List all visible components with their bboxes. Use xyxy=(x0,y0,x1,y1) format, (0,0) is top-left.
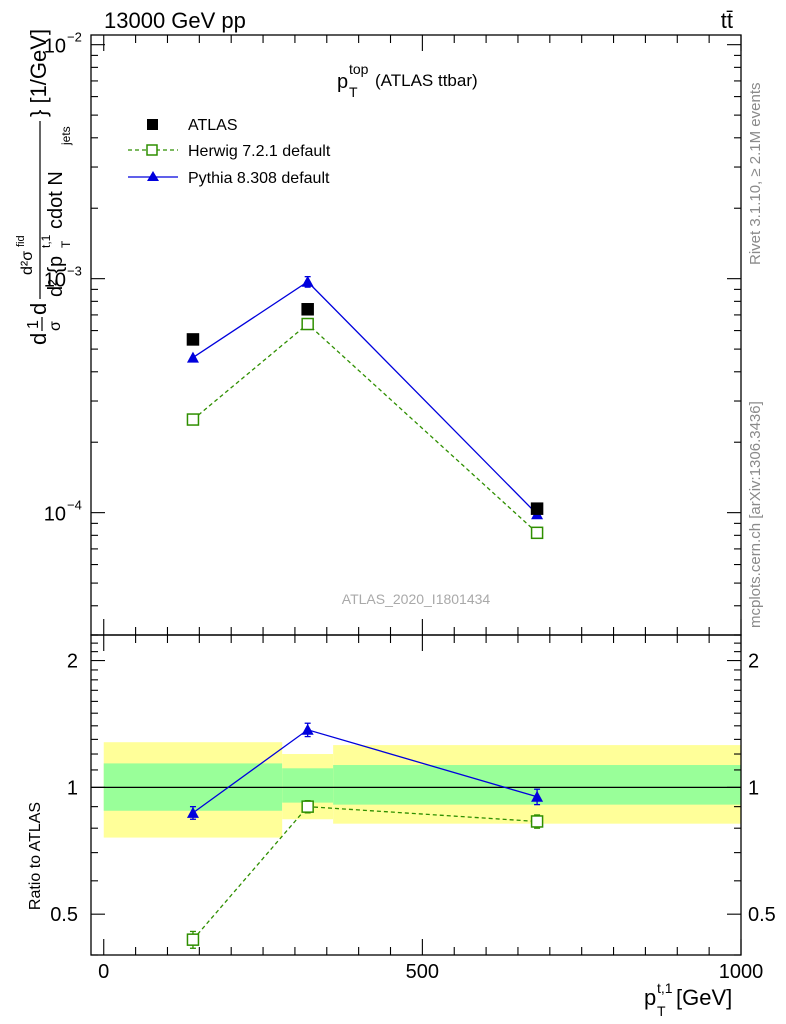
ratio-herwig-point-2 xyxy=(530,815,544,828)
ratio-ytick-label-left-1: 1 xyxy=(67,777,78,799)
ylabel-frac2-num-sup: fid xyxy=(15,235,27,247)
rivet-label: Rivet 3.1.10, ≥ 2.1M events xyxy=(747,83,764,266)
herwig-point-1 xyxy=(301,317,314,331)
ylabel-tail: } [1/GeV] xyxy=(26,29,51,117)
main-ylabel: d 1 σ d d²σ fid d² {p T t,1 cdot N jets … xyxy=(15,29,73,345)
legend-label-herwig: Herwig 7.2.1 default xyxy=(188,143,331,160)
main-ytick-label-1: 10 xyxy=(44,270,66,292)
legend-marker-atlas xyxy=(147,119,158,130)
ratio-ylabel: Ratio to ATLAS xyxy=(27,802,44,910)
ylabel-frac2-den-sup: t,1 xyxy=(39,234,53,248)
main-title: p top T (ATLAS ttbar) xyxy=(337,61,478,100)
band-inner-1 xyxy=(282,768,334,803)
legend-marker-herwig xyxy=(146,144,158,156)
legend-marker-pythia xyxy=(147,171,159,181)
ylabel-frac2-den-sub2: jets xyxy=(59,126,73,146)
title-rest: (ATLAS ttbar) xyxy=(375,71,478,90)
ylabel-d2: d xyxy=(26,303,51,315)
ratio-series-layer xyxy=(186,722,544,949)
ratio-pythia-point-2 xyxy=(531,790,544,802)
main-ytick-exp-0: −2 xyxy=(67,30,82,45)
ylabel-frac1-den: σ xyxy=(47,321,64,331)
ratio-herwig-point-1 xyxy=(301,800,314,813)
herwig-line xyxy=(192,323,538,534)
xlabel: p T t,1 [GeV] xyxy=(644,980,732,1019)
xtick-label-1: 500 xyxy=(406,961,439,983)
ratio-ytick-label-right-0: 2 xyxy=(748,651,759,673)
xtick-label-2: 1000 xyxy=(719,961,764,983)
atlas-point-0 xyxy=(186,333,200,346)
ratio-ytick-label-right-1: 1 xyxy=(748,777,759,799)
xtick-label-0: 0 xyxy=(98,961,109,983)
xlabel-rest: [GeV] xyxy=(676,985,732,1010)
ylabel-frac1-num: 1 xyxy=(25,320,42,329)
atlas-point-2 xyxy=(530,502,544,515)
title-p: p xyxy=(337,71,348,93)
ratio-ytick-label-left-2: 0.5 xyxy=(50,904,78,926)
main-ytick-label-2: 10 xyxy=(44,504,66,526)
ratio-frame xyxy=(90,634,742,956)
ratio-ytick-label-left-0: 2 xyxy=(67,651,78,673)
ratio-pythia-point-1 xyxy=(301,723,314,735)
main-ytick-exp-1: −3 xyxy=(67,264,82,279)
header-energy: 13000 GeV pp xyxy=(104,8,246,33)
ratio-uncertainty-bands xyxy=(103,742,741,838)
ratio-pythia-point-0 xyxy=(186,806,199,818)
main-series-layer xyxy=(186,275,544,540)
ylabel-frac2-den-sub: T xyxy=(59,240,73,248)
legend-label-pythia: Pythia 8.308 default xyxy=(188,170,330,187)
main-ytick-exp-2: −4 xyxy=(67,498,82,513)
main-ytick-label-0: 10 xyxy=(44,36,66,58)
ylabel-d1: d xyxy=(26,333,51,345)
xlabel-sup: t,1 xyxy=(657,980,673,996)
title-sup: top xyxy=(349,61,369,77)
header-process: tt̄ xyxy=(721,8,733,33)
ratio-herwig-point-0 xyxy=(186,933,200,946)
legend-label-atlas: ATLAS xyxy=(188,117,238,134)
legend: ATLAS Herwig 7.2.1 default Pythia 8.308 … xyxy=(128,117,331,187)
pythia-point-1 xyxy=(301,275,314,287)
analysis-watermark: ATLAS_2020_I1801434 xyxy=(342,591,491,607)
title-sub: T xyxy=(349,84,358,100)
ratio-ytick-label-right-2: 0.5 xyxy=(748,904,776,926)
ylabel-frac2-den: d² {p xyxy=(45,256,67,297)
ylabel-frac2-den-rest: cdot N xyxy=(45,171,67,229)
xlabel-p: p xyxy=(644,985,656,1010)
ylabel-frac2-num: d²σ xyxy=(19,251,36,275)
herwig-point-0 xyxy=(186,413,200,426)
xlabel-sub: T xyxy=(657,1003,666,1019)
mcplots-label: mcplots.cern.ch [arXiv:1306.3436] xyxy=(747,401,764,628)
pythia-point-0 xyxy=(186,351,199,363)
herwig-point-2 xyxy=(530,526,544,540)
pythia-line xyxy=(192,280,538,515)
atlas-point-1 xyxy=(301,303,314,316)
